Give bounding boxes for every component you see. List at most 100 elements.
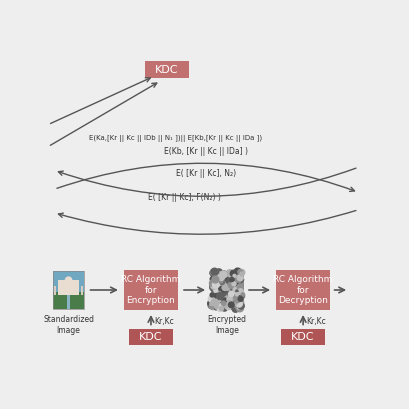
- Circle shape: [216, 277, 223, 284]
- Circle shape: [211, 279, 213, 281]
- Circle shape: [237, 300, 243, 306]
- Circle shape: [225, 296, 227, 299]
- Circle shape: [225, 297, 230, 302]
- Circle shape: [211, 277, 214, 281]
- FancyBboxPatch shape: [129, 329, 173, 346]
- Circle shape: [222, 285, 228, 290]
- Circle shape: [216, 280, 222, 286]
- Circle shape: [215, 285, 222, 292]
- Text: Encrypted
Image: Encrypted Image: [207, 315, 247, 335]
- Circle shape: [217, 292, 222, 297]
- Circle shape: [217, 306, 222, 312]
- Circle shape: [232, 282, 236, 286]
- Circle shape: [236, 298, 243, 305]
- Circle shape: [234, 298, 239, 303]
- Circle shape: [240, 305, 244, 309]
- Circle shape: [213, 283, 216, 286]
- Circle shape: [215, 274, 220, 279]
- Circle shape: [223, 301, 226, 303]
- Circle shape: [230, 303, 234, 307]
- Circle shape: [234, 298, 237, 302]
- Circle shape: [208, 302, 214, 308]
- Circle shape: [232, 297, 236, 301]
- Circle shape: [224, 281, 231, 289]
- Circle shape: [238, 282, 241, 285]
- Circle shape: [226, 289, 229, 292]
- Circle shape: [241, 300, 243, 302]
- Circle shape: [213, 277, 218, 282]
- Circle shape: [216, 276, 221, 281]
- Circle shape: [236, 302, 239, 306]
- Circle shape: [219, 286, 225, 292]
- Circle shape: [237, 275, 243, 281]
- Circle shape: [229, 279, 236, 286]
- Circle shape: [232, 306, 239, 312]
- FancyBboxPatch shape: [145, 61, 189, 78]
- Circle shape: [241, 304, 244, 307]
- Circle shape: [211, 308, 214, 310]
- Circle shape: [234, 283, 238, 287]
- Circle shape: [225, 289, 230, 294]
- Circle shape: [211, 268, 218, 275]
- Circle shape: [234, 296, 240, 303]
- FancyBboxPatch shape: [276, 270, 330, 310]
- Circle shape: [236, 305, 243, 312]
- Circle shape: [229, 297, 233, 301]
- Circle shape: [241, 293, 245, 296]
- Circle shape: [234, 290, 240, 297]
- Circle shape: [228, 297, 234, 303]
- Circle shape: [211, 283, 218, 289]
- Circle shape: [234, 292, 240, 297]
- Circle shape: [212, 297, 218, 303]
- Circle shape: [217, 301, 223, 307]
- Circle shape: [235, 305, 237, 308]
- Circle shape: [210, 276, 217, 283]
- Text: E(Kb, [Kr || Kc || IDa] ): E(Kb, [Kr || Kc || IDa] ): [164, 147, 248, 156]
- Circle shape: [217, 272, 222, 277]
- Circle shape: [239, 276, 243, 280]
- Circle shape: [215, 270, 218, 274]
- Circle shape: [209, 304, 214, 309]
- Circle shape: [217, 293, 220, 297]
- Text: Kr,Kc: Kr,Kc: [306, 317, 326, 326]
- Circle shape: [224, 294, 227, 297]
- Circle shape: [210, 295, 216, 300]
- Circle shape: [236, 296, 242, 301]
- Circle shape: [233, 288, 236, 291]
- Circle shape: [225, 303, 232, 310]
- Circle shape: [210, 269, 217, 275]
- Circle shape: [220, 280, 226, 286]
- Circle shape: [225, 297, 228, 300]
- Circle shape: [228, 294, 232, 298]
- Circle shape: [240, 292, 244, 297]
- Circle shape: [227, 293, 233, 299]
- Circle shape: [211, 282, 217, 289]
- Circle shape: [227, 279, 233, 285]
- Circle shape: [231, 303, 236, 308]
- Circle shape: [236, 293, 238, 296]
- Circle shape: [221, 271, 227, 277]
- Circle shape: [218, 281, 222, 285]
- Circle shape: [212, 299, 219, 306]
- Circle shape: [222, 292, 228, 297]
- Circle shape: [238, 297, 243, 301]
- Text: KDC: KDC: [291, 332, 315, 342]
- Circle shape: [210, 270, 216, 276]
- FancyBboxPatch shape: [81, 286, 83, 294]
- Circle shape: [224, 303, 229, 308]
- Circle shape: [228, 281, 235, 288]
- FancyBboxPatch shape: [211, 271, 243, 309]
- FancyBboxPatch shape: [281, 329, 325, 346]
- Circle shape: [234, 270, 240, 276]
- Circle shape: [231, 293, 234, 296]
- Circle shape: [216, 269, 222, 276]
- Circle shape: [228, 301, 231, 303]
- Circle shape: [208, 300, 215, 307]
- Circle shape: [210, 293, 214, 297]
- Circle shape: [236, 283, 239, 286]
- Circle shape: [238, 270, 245, 276]
- Circle shape: [219, 306, 224, 311]
- Circle shape: [230, 276, 234, 280]
- Circle shape: [230, 302, 235, 307]
- Text: Kr,Kc: Kr,Kc: [154, 317, 174, 326]
